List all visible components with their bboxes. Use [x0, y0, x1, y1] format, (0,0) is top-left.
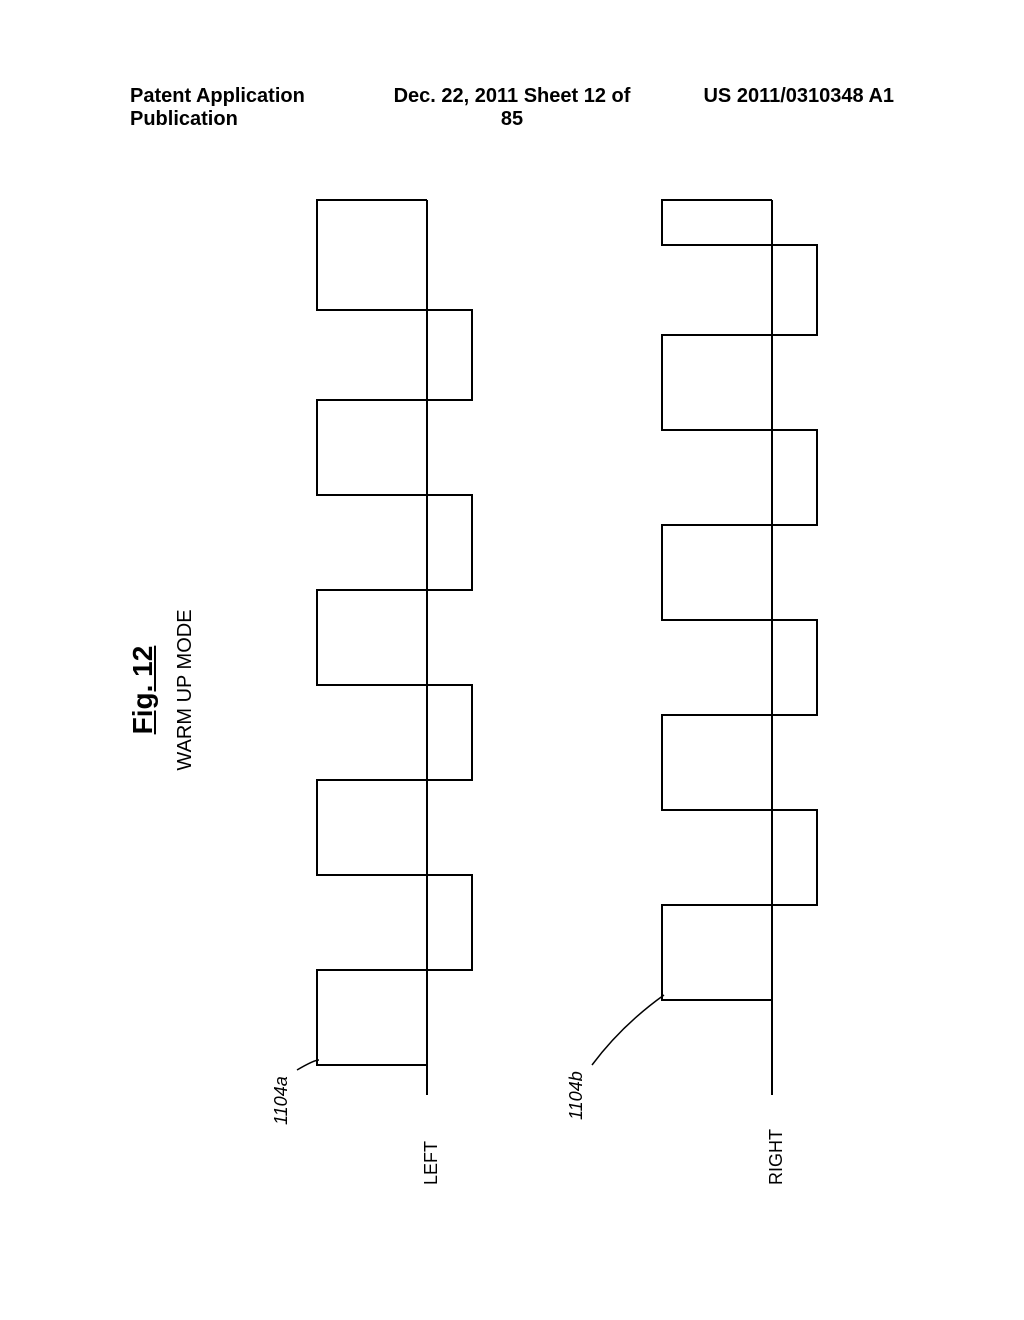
figure-container: Fig. 12 WARM UP MODE 1104a LEFT [130, 160, 944, 1220]
waveform-area: 1104a LEFT 1104b [227, 160, 877, 1220]
waveform-top-group: 1104a LEFT [271, 200, 472, 1185]
ref-label-top: 1104a [271, 1076, 291, 1125]
ref-label-bottom: 1104b [566, 1071, 586, 1120]
mode-label: WARM UP MODE [174, 160, 197, 1220]
waveform-svg: 1104a LEFT 1104b [227, 160, 877, 1220]
waveform-bottom-group: 1104b RIGHT [566, 200, 817, 1185]
square-wave-bottom [662, 200, 817, 1000]
square-wave-top [317, 200, 472, 1065]
ref-curve-top [297, 1060, 319, 1070]
page-header: Patent Application Publication Dec. 22, … [0, 85, 1024, 131]
ref-curve-bottom [592, 995, 664, 1065]
axis-label-right: RIGHT [766, 1129, 786, 1185]
figure-title: Fig. 12 [127, 160, 159, 1220]
header-date-sheet: Dec. 22, 2011 Sheet 12 of 85 [385, 85, 640, 131]
header-publication-type: Patent Application Publication [130, 85, 385, 131]
header-publication-number: US 2011/0310348 A1 [639, 85, 894, 131]
rotated-figure: Fig. 12 WARM UP MODE 1104a LEFT [127, 160, 947, 1220]
axis-label-left: LEFT [421, 1141, 441, 1185]
